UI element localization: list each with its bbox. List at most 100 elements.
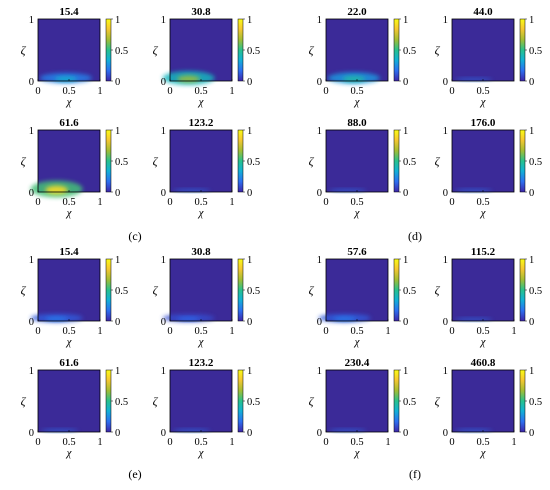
y-tick-label: 0: [443, 317, 448, 328]
x-axis-label: χ: [198, 96, 205, 108]
y-tick-label: 1: [29, 255, 34, 266]
panel-label: (c): [128, 229, 141, 243]
x-tick-label: 0.5: [62, 437, 75, 448]
x-tick-label: 0: [323, 437, 328, 448]
concentration-peak: [177, 317, 200, 321]
heatmap-subplot: 22.0 0 0.5 0 1 χ ζ 0 0.5 1: [309, 6, 417, 108]
heatmap-subplot: 176.0 0 0.5 0 1 χ ζ 0 0.5 1: [435, 117, 543, 219]
subplot-title: 460.8: [471, 357, 496, 369]
y-tick-label: 0: [161, 188, 166, 199]
y-tick-label: 0: [161, 77, 166, 88]
colorbar-tick-label: 0: [247, 428, 252, 439]
x-tick-label: 0: [35, 86, 40, 97]
heatmap-subplot: 123.2 0 0.5 1 0 1 χ ζ 0 0.5 1: [153, 117, 261, 219]
x-axis-label: χ: [66, 447, 73, 459]
x-tick-label: 0.5: [194, 86, 207, 97]
panel-label: (e): [128, 467, 141, 481]
x-tick-label: 0: [449, 197, 454, 208]
y-tick-label: 1: [161, 366, 166, 377]
heatmap-subplot: 30.8 0 0.5 1 0 1 χ ζ 0 0.5 1: [153, 6, 261, 108]
x-tick-label: 0.5: [350, 326, 363, 337]
x-tick-label: 1: [511, 437, 516, 448]
y-tick-label: 1: [317, 366, 322, 377]
x-tick-label: 1: [385, 437, 390, 448]
colorbar-tick-label: 0: [115, 317, 120, 328]
y-axis-label: ζ: [309, 43, 315, 57]
subplot-title: 57.6: [347, 246, 367, 258]
colorbar-tick-label: 1: [529, 15, 534, 26]
y-tick-label: 0: [317, 188, 322, 199]
x-tick-label: 0: [35, 197, 40, 208]
heatmap-field: [452, 19, 514, 81]
heatmap-field: [452, 130, 514, 192]
x-axis-label: χ: [66, 336, 73, 348]
x-tick-label: 1: [97, 86, 102, 97]
subplot-title: 30.8: [191, 246, 211, 258]
y-tick-label: 0: [29, 188, 34, 199]
colorbar-tick-label: 0: [115, 428, 120, 439]
colorbar: [237, 258, 244, 322]
colorbar-tick-label: 0: [403, 317, 408, 328]
colorbar: [105, 369, 112, 433]
y-tick-label: 1: [29, 126, 34, 137]
y-axis-label: ζ: [435, 43, 441, 57]
y-tick-label: 1: [161, 255, 166, 266]
y-tick-label: 0: [29, 317, 34, 328]
y-tick-label: 0: [443, 188, 448, 199]
colorbar: [519, 369, 526, 433]
heatmap-subplot: 115.2 0 0.5 1 0 1 χ ζ 0 0.5 1: [435, 246, 543, 348]
y-axis-label: ζ: [153, 283, 159, 297]
colorbar: [105, 258, 112, 322]
colorbar-tick-label: 0.5: [529, 286, 542, 297]
colorbar-tick-label: 1: [115, 366, 120, 377]
subplot-title: 15.4: [59, 6, 79, 18]
subplot-title: 176.0: [471, 117, 496, 129]
x-tick-label: 1: [229, 437, 234, 448]
x-axis-label: χ: [198, 336, 205, 348]
subplot-title: 230.4: [345, 357, 370, 369]
subplot-title: 61.6: [59, 117, 79, 129]
colorbar-tick-label: 0.5: [115, 157, 128, 168]
colorbar: [393, 369, 400, 433]
x-tick-label: 0: [35, 326, 40, 337]
x-tick-label: 0: [323, 197, 328, 208]
x-axis-label: χ: [198, 207, 205, 219]
concentration-peak: [342, 76, 366, 82]
x-tick-label: 0: [323, 86, 328, 97]
y-tick-label: 1: [317, 255, 322, 266]
x-tick-label: 0.5: [62, 86, 75, 97]
y-tick-label: 1: [161, 15, 166, 26]
colorbar-tick-label: 1: [403, 126, 408, 137]
y-axis-label: ζ: [153, 154, 159, 168]
x-tick-label: 0.5: [476, 86, 489, 97]
concentration-peak: [45, 316, 68, 322]
colorbar: [237, 369, 244, 433]
heatmap-subplot: 230.4 0 0.5 1 0 1 χ ζ 0 0.5 1: [309, 357, 417, 459]
colorbar-tick-label: 1: [247, 255, 252, 266]
heatmap-subplot: 61.6 0 0.5 1 0 1 χ ζ 0 0.5 1: [21, 357, 129, 459]
y-tick-label: 1: [443, 255, 448, 266]
x-tick-label: 1: [97, 437, 102, 448]
x-tick-label: 1: [385, 326, 390, 337]
subplot-title: 61.6: [59, 357, 79, 369]
colorbar: [519, 18, 526, 82]
y-tick-label: 0: [317, 77, 322, 88]
heatmap-field: [326, 370, 388, 432]
x-axis-label: χ: [354, 207, 361, 219]
x-tick-label: 0.5: [476, 326, 489, 337]
y-axis-label: ζ: [435, 394, 441, 408]
x-tick-label: 0: [167, 197, 172, 208]
colorbar-tick-label: 1: [247, 126, 252, 137]
heatmap-field: [38, 19, 100, 81]
colorbar: [105, 129, 112, 193]
colorbar-tick-label: 1: [115, 126, 120, 137]
heatmap-field: [326, 19, 388, 81]
subplot-title: 30.8: [191, 6, 211, 18]
x-axis-label: χ: [354, 336, 361, 348]
x-tick-label: 1: [97, 197, 102, 208]
x-tick-label: 0.5: [62, 326, 75, 337]
subplot-title: 123.2: [189, 357, 214, 369]
concentration-peak: [54, 76, 78, 82]
colorbar-tick-label: 0: [529, 428, 534, 439]
